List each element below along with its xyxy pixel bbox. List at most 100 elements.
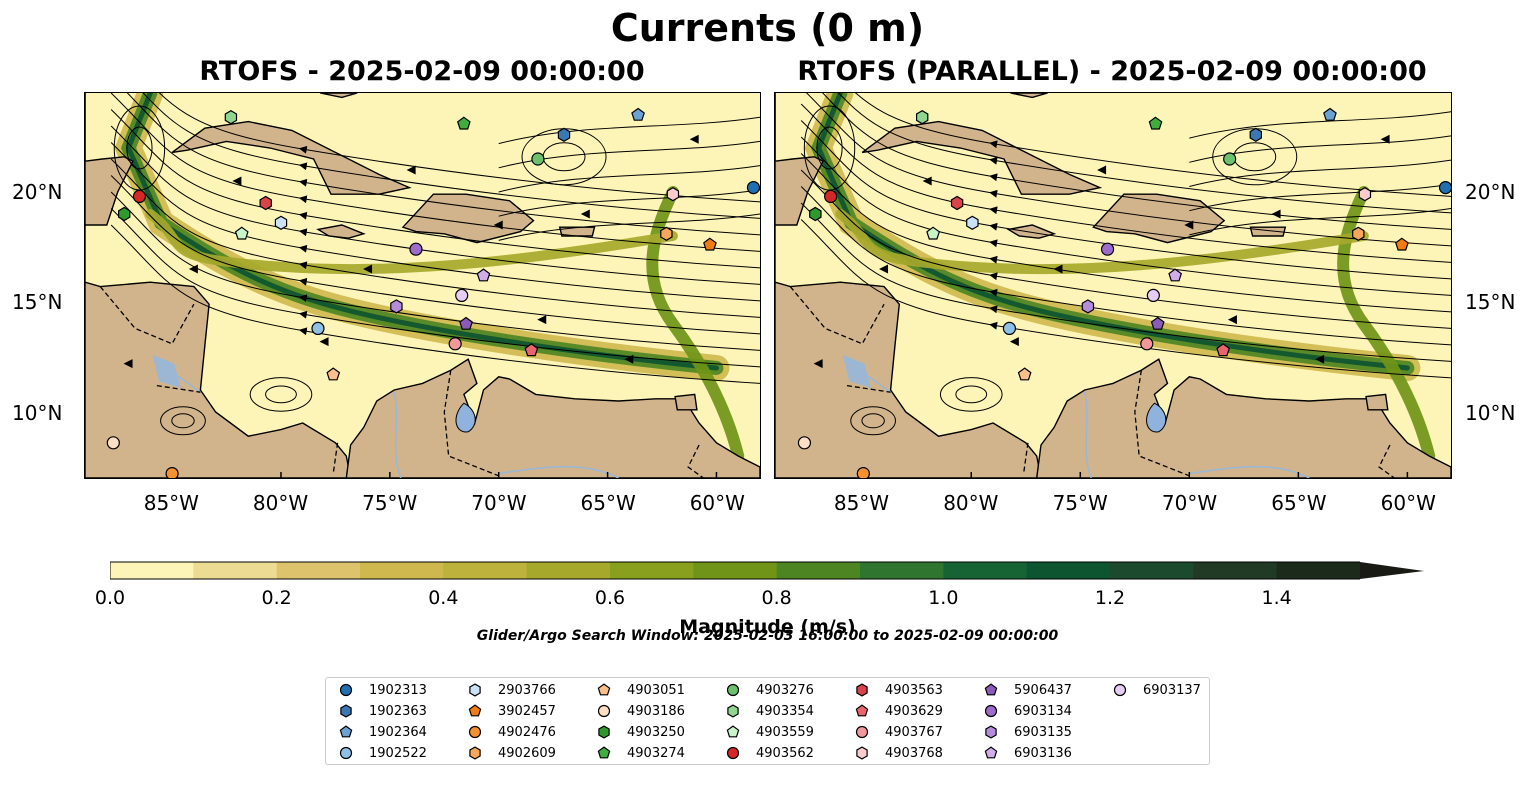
float-marker-4903051[interactable] <box>1017 367 1032 381</box>
streamline <box>800 219 1451 379</box>
float-marker-1902522[interactable] <box>311 321 325 335</box>
flow-arrow <box>188 264 198 274</box>
float-marker-6903137[interactable] <box>1146 288 1160 302</box>
lon-tick-label: 80°W <box>943 491 999 515</box>
land-mass <box>1365 393 1389 411</box>
lon-tick-label: 70°W <box>471 491 527 515</box>
legend-marker-4903767 <box>855 725 869 739</box>
float-marker-4903768[interactable] <box>1358 187 1372 202</box>
land-mass <box>1035 358 1451 478</box>
lon-tick-label: 85°W <box>833 491 890 515</box>
float-marker-4903274[interactable] <box>1148 116 1163 130</box>
river <box>1083 392 1092 478</box>
float-marker-4903274[interactable] <box>456 116 471 130</box>
float-marker-4903768[interactable] <box>666 187 680 202</box>
land-mass <box>1006 224 1057 239</box>
map-rtofs[interactable] <box>84 92 761 479</box>
legend-marker-6903134 <box>984 704 998 718</box>
float-marker-1902364[interactable] <box>631 107 645 121</box>
float-marker-3902457[interactable] <box>703 237 717 251</box>
flow-arrow <box>1009 337 1019 347</box>
float-marker-4903250[interactable] <box>809 206 822 222</box>
float-marker-4903276[interactable] <box>1223 152 1237 166</box>
float-marker-4903250[interactable] <box>117 206 131 222</box>
float-marker-4903276[interactable] <box>531 152 545 166</box>
float-marker-4903186[interactable] <box>106 436 120 450</box>
colorbar-segment <box>526 562 611 579</box>
legend-label: 1902313 <box>369 683 427 698</box>
float-marker-3902457[interactable] <box>1395 237 1409 251</box>
flow-arrow <box>1097 165 1107 175</box>
land-mass <box>674 393 698 411</box>
legend-label: 3902457 <box>498 704 556 719</box>
flow-arrow <box>580 209 590 219</box>
legend-label: 1902364 <box>369 725 427 740</box>
float-marker-5906437[interactable] <box>459 316 473 330</box>
float-marker-4903563[interactable] <box>259 195 272 211</box>
country-border <box>1022 442 1029 474</box>
land-mass <box>401 193 535 244</box>
legend-entry: 6903135 <box>981 724 1101 742</box>
flow-arrow <box>1380 134 1390 144</box>
float-marker-6903136[interactable] <box>1168 268 1183 282</box>
legend-marker-6903136 <box>984 746 998 759</box>
current-speed-band <box>835 209 1369 275</box>
float-marker-4903186[interactable] <box>797 436 812 450</box>
float-marker-1902313[interactable] <box>746 181 760 195</box>
colorbar-tick-label: 0.4 <box>428 587 459 609</box>
eddy-streamline <box>249 377 313 412</box>
float-marker-6903134[interactable] <box>409 242 423 256</box>
float-marker-4902476[interactable] <box>856 467 870 478</box>
float-marker-4903767[interactable] <box>1140 337 1154 351</box>
lat-tick-label-left: 20°N <box>12 179 63 204</box>
land-mass <box>316 224 366 239</box>
float-marker-6903137[interactable] <box>455 288 469 302</box>
float-marker-6903134[interactable] <box>1100 242 1115 256</box>
streamline <box>800 136 1451 296</box>
float-marker-4903629[interactable] <box>1216 343 1231 357</box>
float-marker-6903136[interactable] <box>476 268 491 282</box>
legend-entry: 4903276 <box>723 682 843 700</box>
float-marker-5906437[interactable] <box>1150 316 1165 330</box>
land-mass <box>320 93 358 99</box>
float-marker-4903562[interactable] <box>132 189 147 204</box>
lon-tick-label: 80°W <box>252 491 309 515</box>
legend-marker-1902363 <box>340 704 352 718</box>
float-marker-4903051[interactable] <box>326 367 341 381</box>
float-marker-4903562[interactable] <box>824 189 838 204</box>
legend-entry: 3902457 <box>465 703 585 721</box>
float-marker-4903354[interactable] <box>916 110 929 125</box>
float-marker-4902609[interactable] <box>1352 226 1365 241</box>
float-marker-4902476[interactable] <box>165 467 179 478</box>
map-rtofs-parallel[interactable] <box>774 92 1452 479</box>
float-marker-4903629[interactable] <box>524 343 539 357</box>
float-marker-6903135[interactable] <box>1081 299 1095 314</box>
streamline <box>498 213 760 241</box>
float-marker-4903559[interactable] <box>234 226 249 240</box>
lon-tick-label: 65°W <box>580 491 636 515</box>
colorbar-segment <box>1276 562 1361 579</box>
float-marker-4902609[interactable] <box>660 226 673 241</box>
legend-marker-4903274 <box>597 746 611 759</box>
float-marker-1902363[interactable] <box>1249 127 1262 142</box>
float-marker-1902363[interactable] <box>557 127 571 142</box>
colorbar-outline <box>109 561 1360 580</box>
float-marker-1902364[interactable] <box>1323 107 1337 121</box>
streamline <box>110 208 760 368</box>
float-marker-2903766[interactable] <box>274 215 288 230</box>
float-marker-6903135[interactable] <box>390 299 403 314</box>
float-marker-4903354[interactable] <box>224 110 238 125</box>
float-marker-4903559[interactable] <box>926 226 941 240</box>
legend-label: 4903186 <box>627 704 685 719</box>
float-marker-4903767[interactable] <box>448 337 462 351</box>
colorbar-segment <box>110 562 194 579</box>
lake-maracaibo <box>455 402 476 433</box>
legend-label: 6903137 <box>1143 683 1201 698</box>
legend-marker-2903766 <box>469 683 481 697</box>
float-marker-2903766[interactable] <box>966 215 979 230</box>
eddy-streamline <box>126 126 153 170</box>
eddy-streamline <box>939 377 1003 412</box>
float-marker-1902522[interactable] <box>1002 321 1017 335</box>
float-marker-1902313[interactable] <box>1438 181 1451 195</box>
float-marker-4903563[interactable] <box>950 195 964 211</box>
